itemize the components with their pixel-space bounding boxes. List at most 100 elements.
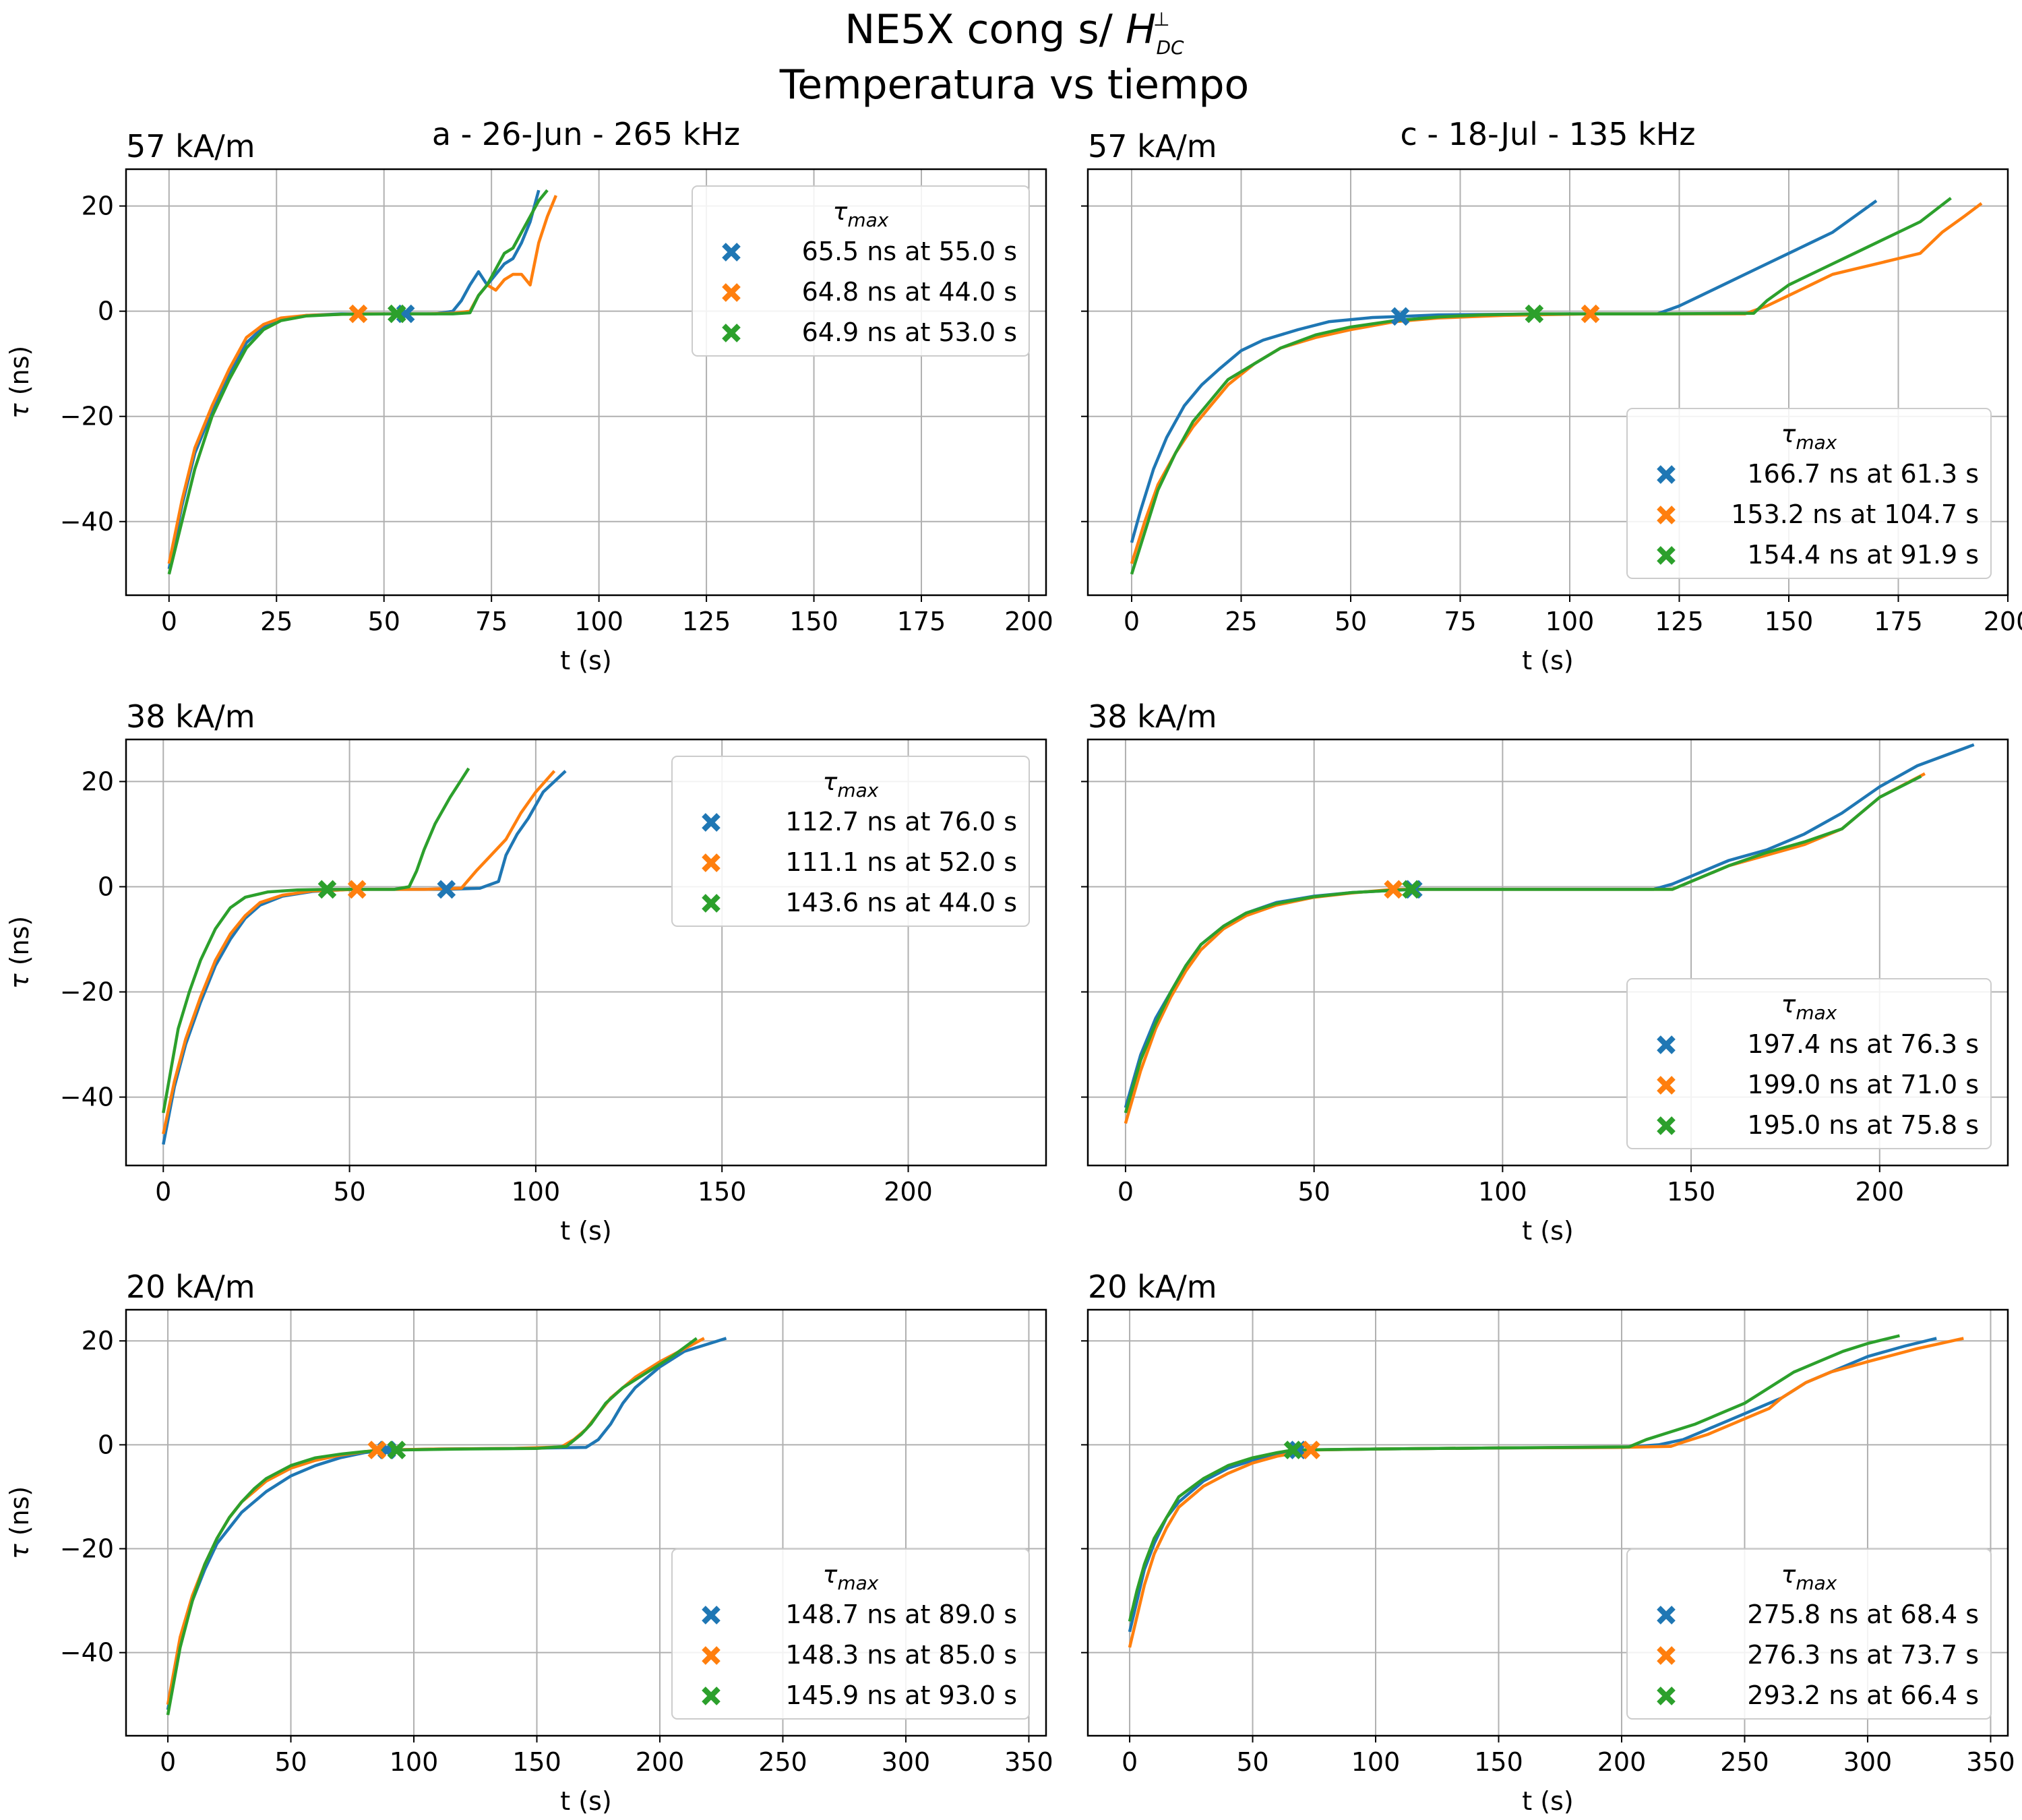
y-tick-label: −40 <box>60 507 114 537</box>
subplot-4: 0 50 100 150 200 38 kA/m t (s) τmax 197.4 ns at … <box>1081 698 2009 1246</box>
x-tick-label: 50 <box>274 1747 307 1777</box>
y-tick-label: −20 <box>60 402 114 431</box>
x-axis-label: t (s) <box>1522 1216 1573 1246</box>
x-tick-label: 150 <box>512 1747 561 1777</box>
legend-marker-3 <box>1657 1687 1676 1705</box>
x-axis-label: t (s) <box>1522 1786 1573 1816</box>
legend-marker-1 <box>702 1606 721 1625</box>
x-tick-label: 50 <box>1335 607 1367 636</box>
x-tick-label: 125 <box>682 607 731 636</box>
legend-entry-3: 154.4 ns at 91.9 s <box>1747 540 1979 570</box>
legend-marker-2 <box>722 283 741 302</box>
subplot-title-left: 57 kA/m <box>126 128 255 164</box>
legend-entry-2: 64.8 ns at 44.0 s <box>802 277 1017 307</box>
legend-marker-3 <box>702 1687 721 1705</box>
legend-marker-3 <box>1657 1116 1676 1135</box>
legend-title: τmax <box>833 198 889 231</box>
series-line-3 <box>1124 775 1922 1114</box>
tau-max-marker-2 <box>1384 880 1403 899</box>
legend-entry-3: 145.9 ns at 93.0 s <box>785 1680 1017 1710</box>
legend-marker-2 <box>1657 506 1676 524</box>
subplot-title-left: 38 kA/m <box>126 698 255 735</box>
x-axis-label: t (s) <box>560 1786 611 1816</box>
legend: τmax 166.7 ns at 61.3 s 153.2 ns at 104.7 … <box>1626 408 1992 579</box>
x-tick-label: 250 <box>758 1747 807 1777</box>
legend-marker-3 <box>1657 546 1676 565</box>
x-tick-label: 0 <box>155 1177 171 1207</box>
y-axis-label-symbol: τ <box>5 965 34 989</box>
subplot-1: 0 25 50 75 100 125 150 175 200 −40 −20 0 20 57 kA/m a … <box>5 116 1053 675</box>
axes-frame <box>1086 168 2009 597</box>
x-tick-label: 175 <box>897 607 946 636</box>
x-tick-label: 200 <box>1597 1747 1647 1777</box>
y-axis-label-unit: (ns) <box>5 916 34 966</box>
x-tick-label: 25 <box>260 607 293 636</box>
legend-entry-3: 195.0 ns at 75.8 s <box>1747 1110 1979 1140</box>
legend-box <box>1626 978 1992 1149</box>
suptitle-superscript: ⊥ <box>1153 8 1169 30</box>
tau-max-marker-2 <box>347 880 367 899</box>
legend-entry-1: 112.7 ns at 76.0 s <box>785 807 1017 837</box>
legend-title-symbol: τ <box>1781 991 1796 1019</box>
suptitle-line1: NE5X cong s/ H⊥ DC <box>845 6 1184 59</box>
suptitle-subscript: DC <box>1156 36 1184 59</box>
x-tick-label: 200 <box>1984 607 2022 636</box>
x-tick-label: 100 <box>390 1747 439 1777</box>
y-axis-label: τ (ns) <box>5 916 34 990</box>
x-axis-label: t (s) <box>560 646 611 675</box>
legend: τmax 65.5 ns at 55.0 s 64.8 ns at 44.0 s 64… <box>692 185 1030 357</box>
subplot-title-left: 20 kA/m <box>126 1269 255 1305</box>
legend-entry-1: 166.7 ns at 61.3 s <box>1747 459 1979 489</box>
x-tick-label: 200 <box>884 1177 933 1207</box>
tau-max-marker-1 <box>1390 307 1410 326</box>
x-tick-label: 150 <box>698 1177 747 1207</box>
x-tick-label: 150 <box>1474 1747 1523 1777</box>
x-tick-label: 200 <box>636 1747 685 1777</box>
legend-title: τmax <box>1781 991 1837 1024</box>
tau-max-marker-1 <box>437 880 456 899</box>
x-tick-label: 125 <box>1655 607 1704 636</box>
suptitle-line2: Temperatura vs tiempo <box>779 61 1250 109</box>
x-tick-label: 25 <box>1225 607 1257 636</box>
tau-max-marker-3 <box>388 304 406 324</box>
y-axis-label-unit: (ns) <box>5 346 34 396</box>
x-tick-label: 150 <box>1667 1177 1716 1207</box>
x-tick-label: 150 <box>789 607 838 636</box>
x-tick-label: 200 <box>1004 607 1053 636</box>
x-axis-label: t (s) <box>560 1216 611 1246</box>
legend-title-subscript: max <box>837 1572 878 1594</box>
x-tick-label: 300 <box>1843 1747 1893 1777</box>
legend-entry-2: 148.3 ns at 85.0 s <box>785 1640 1017 1670</box>
x-tick-label: 250 <box>1720 1747 1769 1777</box>
x-tick-label: 0 <box>1124 607 1140 636</box>
legend-entry-1: 148.7 ns at 89.0 s <box>785 1600 1017 1629</box>
x-tick-label: 0 <box>1122 1747 1138 1777</box>
x-tick-label: 200 <box>1856 1177 1905 1207</box>
x-tick-label: 150 <box>1765 607 1814 636</box>
legend-marker-3 <box>702 894 721 913</box>
x-tick-label: 100 <box>512 1177 561 1207</box>
axes-frame <box>1086 738 2009 1167</box>
subplot-title-center: a - 26-Jun - 265 kHz <box>432 116 740 152</box>
legend-marker-2 <box>702 1646 721 1665</box>
x-axis-label: t (s) <box>1522 646 1573 675</box>
tau-max-marker-3 <box>387 1440 406 1459</box>
x-tick-label: 175 <box>1874 607 1923 636</box>
subplot-title-center: c - 18-Jul - 135 kHz <box>1401 116 1696 152</box>
subplot-title-left: 38 kA/m <box>1088 698 1217 735</box>
subplot-5: 0 50 100 150 200 250 300 350 −40 −20 0 20 20 kA/m t (… <box>5 1269 1053 1816</box>
subplot-title-left: 20 kA/m <box>1088 1269 1217 1305</box>
tau-max-marker-3 <box>1525 304 1544 324</box>
legend: τmax 197.4 ns at 76.3 s 199.0 ns at 71.0 s… <box>1626 978 1992 1149</box>
legend-title-symbol: τ <box>1781 421 1796 448</box>
x-tick-label: 0 <box>160 1747 176 1777</box>
legend-title-subscript: max <box>1796 1572 1837 1594</box>
tau-max-marker-3 <box>1283 1440 1303 1459</box>
y-tick-label: 0 <box>98 297 114 326</box>
subplot-2: 0 25 50 75 100 125 150 175 200 57 kA/m c - 18-Jul … <box>1081 116 2022 675</box>
legend-title-subscript: max <box>1796 1002 1837 1024</box>
series-line-3 <box>166 1337 698 1716</box>
x-tick-label: 100 <box>1351 1747 1401 1777</box>
